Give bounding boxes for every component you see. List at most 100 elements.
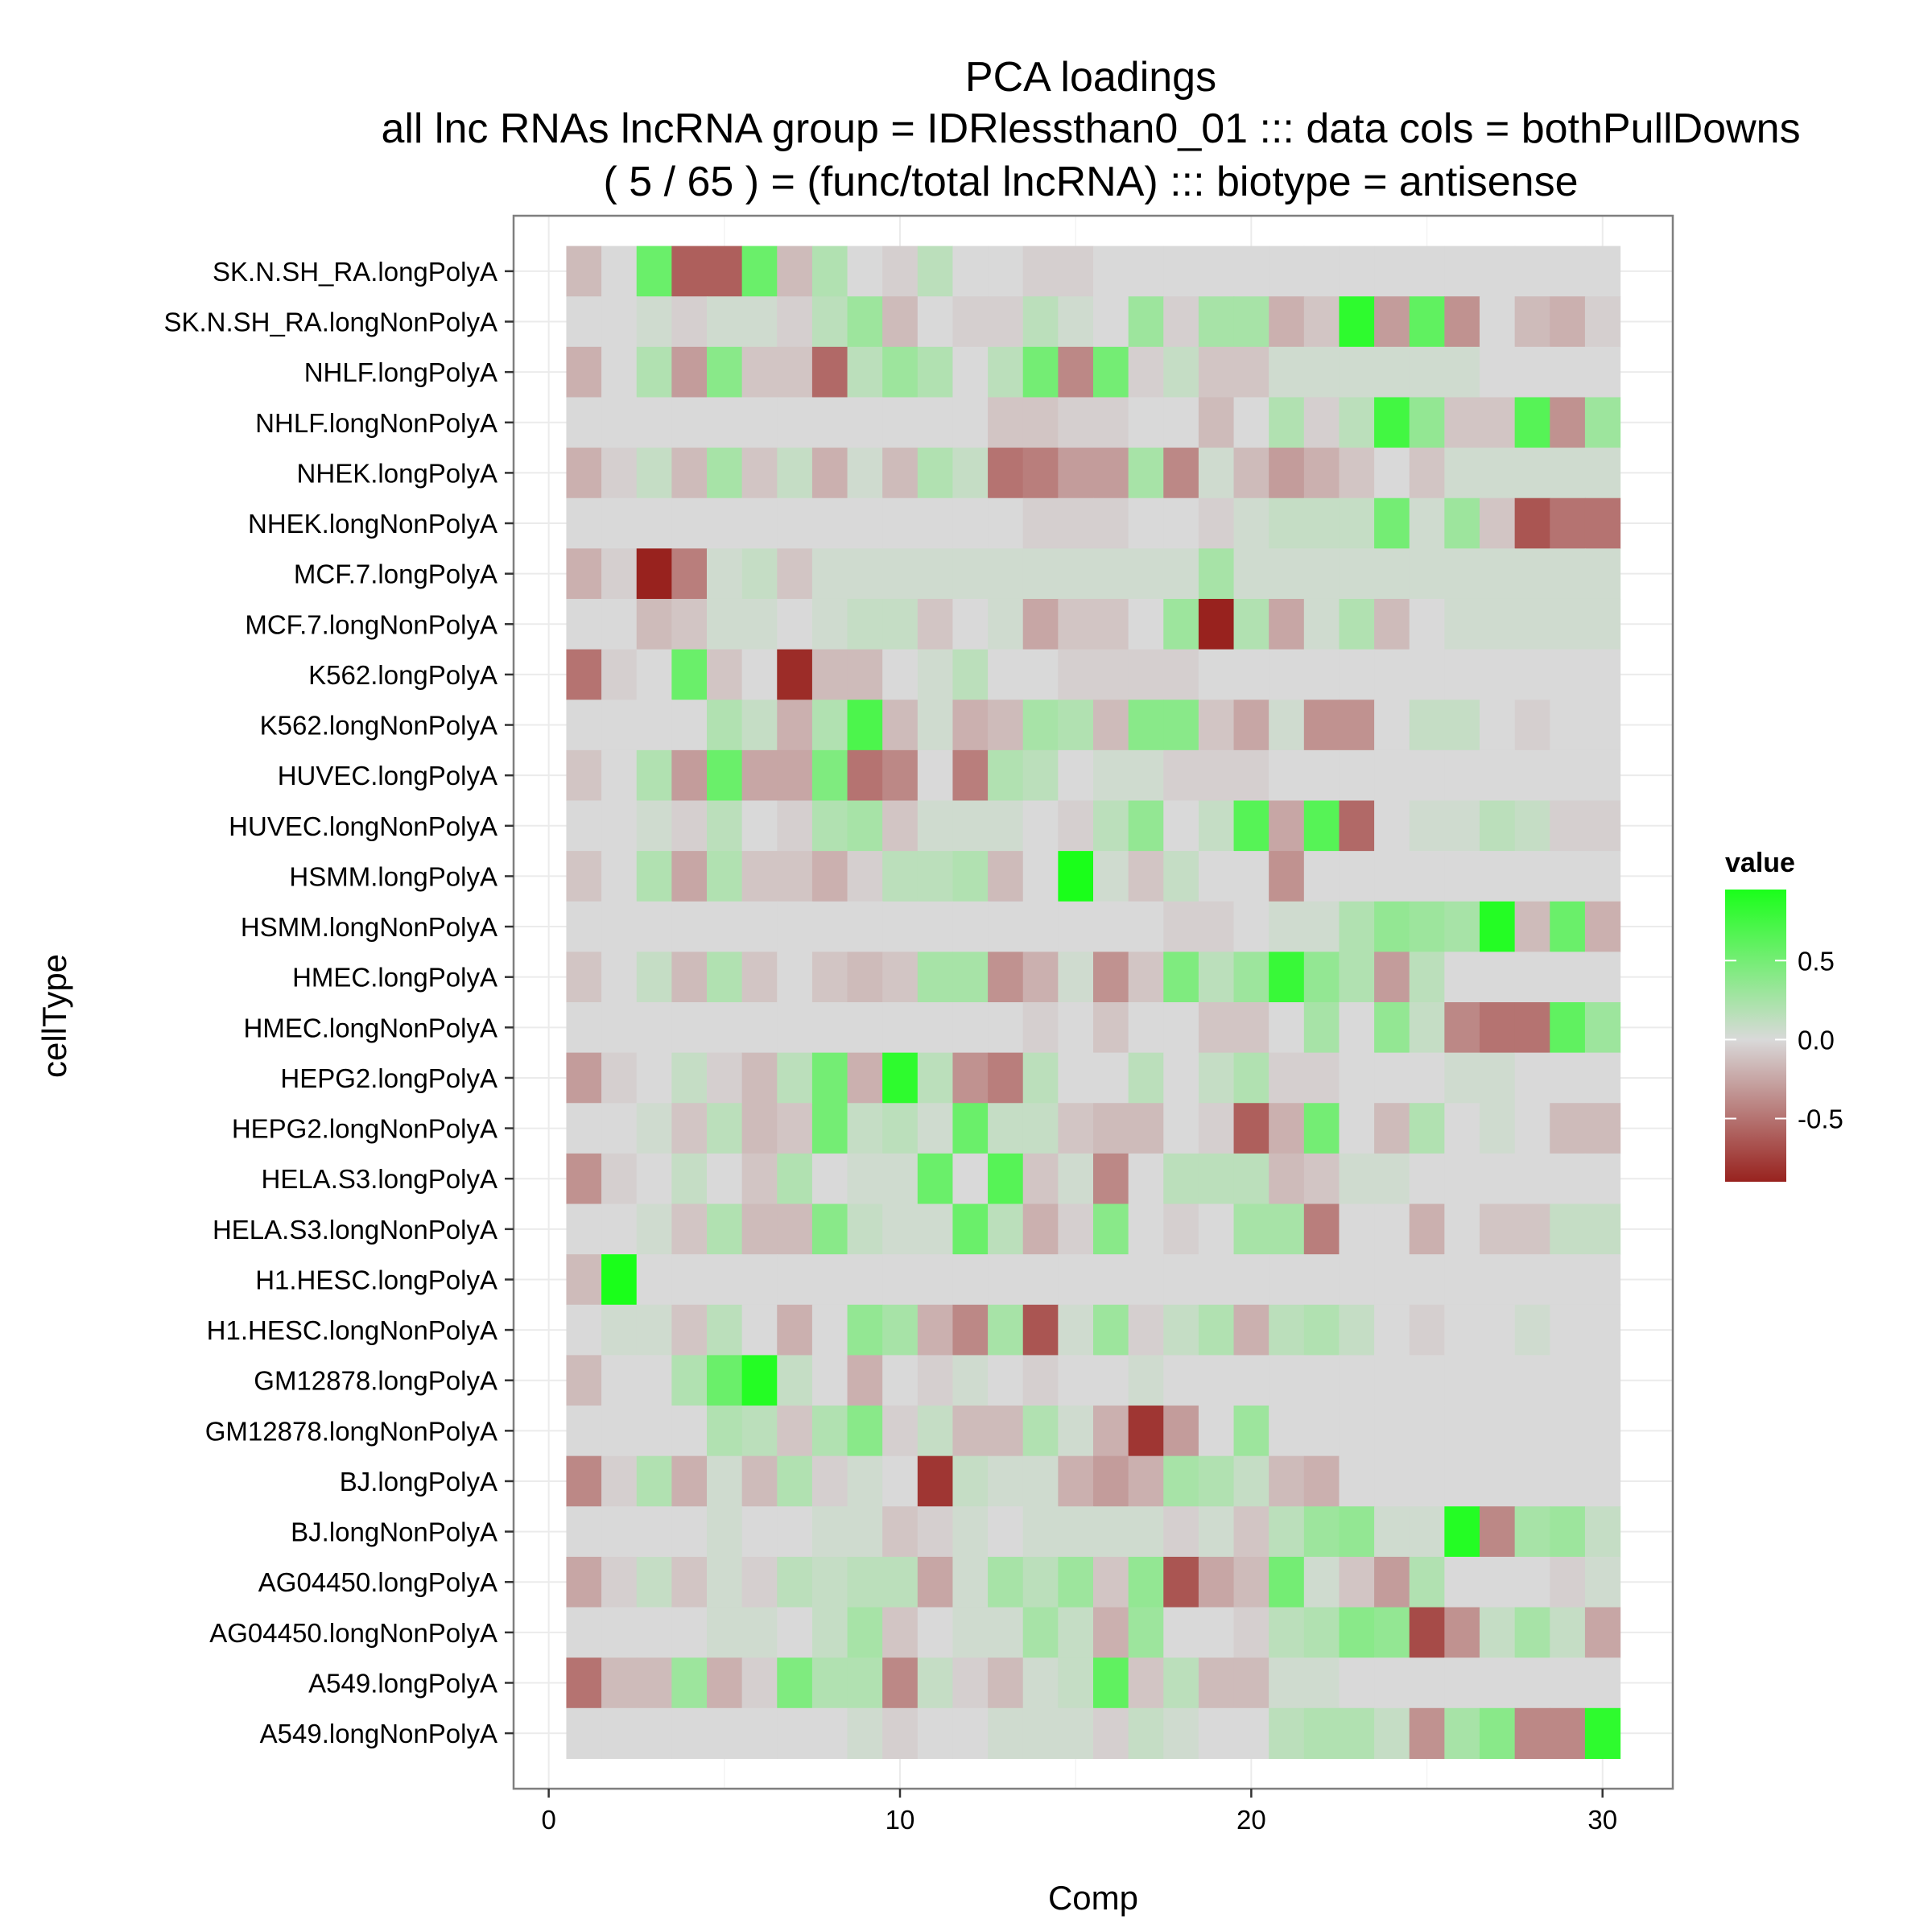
heatmap-cell bbox=[1584, 851, 1621, 902]
heatmap-cell bbox=[917, 397, 954, 448]
heatmap-cell bbox=[1584, 1254, 1621, 1306]
heatmap-cell bbox=[741, 346, 778, 398]
heatmap-cell bbox=[1409, 1506, 1445, 1558]
heatmap-cell bbox=[566, 1707, 602, 1760]
heatmap-cell bbox=[671, 1153, 708, 1205]
y-tick-label: K562.longPolyA bbox=[308, 660, 497, 690]
heatmap-cell bbox=[1409, 1153, 1445, 1205]
heatmap-cell bbox=[1093, 346, 1129, 398]
heatmap-cell bbox=[952, 1254, 989, 1306]
heatmap-cell bbox=[1058, 1455, 1094, 1507]
heatmap-cell bbox=[1480, 548, 1516, 600]
heatmap-cell bbox=[1198, 1607, 1235, 1658]
heatmap-cell bbox=[1480, 296, 1516, 348]
heatmap-cell bbox=[1128, 901, 1164, 952]
heatmap-cell bbox=[952, 497, 989, 549]
heatmap-cell bbox=[1269, 1052, 1305, 1104]
heatmap-cell bbox=[1303, 800, 1340, 852]
heatmap-cell bbox=[811, 1455, 848, 1507]
heatmap-cell bbox=[811, 1355, 848, 1406]
heatmap-cell bbox=[1233, 1103, 1269, 1154]
x-tick-label: 0 bbox=[541, 1805, 555, 1835]
heatmap-cell bbox=[636, 598, 672, 650]
heatmap-cell bbox=[566, 1153, 602, 1205]
heatmap-cell bbox=[636, 1556, 672, 1608]
heatmap-cell bbox=[1198, 1103, 1235, 1154]
heatmap-cell bbox=[1269, 851, 1305, 902]
heatmap-cell bbox=[811, 1052, 848, 1104]
heatmap-cell bbox=[707, 598, 743, 650]
heatmap-cell bbox=[741, 296, 778, 348]
heatmap-cell bbox=[1584, 1052, 1621, 1104]
heatmap-cell bbox=[1480, 1707, 1516, 1760]
heatmap-cell bbox=[1303, 397, 1340, 448]
heatmap-cell bbox=[811, 700, 848, 751]
heatmap-cell bbox=[1550, 1355, 1586, 1406]
heatmap-cell bbox=[671, 1304, 708, 1356]
heatmap-cell bbox=[917, 749, 954, 802]
heatmap-cell bbox=[1584, 346, 1621, 398]
heatmap-cell bbox=[1163, 952, 1199, 1003]
heatmap-cell bbox=[1058, 952, 1094, 1003]
heatmap-cell bbox=[1584, 296, 1621, 348]
heatmap-cell bbox=[1233, 497, 1269, 549]
heatmap-cell bbox=[741, 1002, 778, 1054]
heatmap-cell bbox=[601, 1607, 638, 1658]
heatmap-cell bbox=[988, 1607, 1024, 1658]
heatmap-cell bbox=[811, 749, 848, 802]
heatmap-cell bbox=[1198, 1657, 1235, 1709]
heatmap-cell bbox=[1514, 1455, 1550, 1507]
heatmap-cell bbox=[1480, 1203, 1516, 1255]
heatmap-cell bbox=[988, 598, 1024, 650]
heatmap-cell bbox=[1093, 246, 1129, 297]
heatmap-cell bbox=[1374, 1607, 1410, 1658]
heatmap-cell bbox=[671, 1406, 708, 1457]
heatmap-cell bbox=[1409, 1203, 1445, 1255]
heatmap-cell bbox=[671, 548, 708, 600]
heatmap-cell bbox=[1233, 1002, 1269, 1054]
heatmap-cell bbox=[1303, 952, 1340, 1003]
heatmap-cell bbox=[811, 497, 848, 549]
heatmap-cell bbox=[777, 851, 813, 902]
heatmap-cell bbox=[1233, 1607, 1269, 1658]
heatmap-cell bbox=[1584, 901, 1621, 952]
y-tick-label: NHLF.longPolyA bbox=[304, 357, 497, 387]
heatmap-cell bbox=[1058, 1002, 1094, 1054]
heatmap-cell bbox=[1444, 1506, 1480, 1558]
heatmap-cell bbox=[1058, 700, 1094, 751]
heatmap-cell bbox=[1444, 800, 1480, 852]
heatmap-cell bbox=[917, 1002, 954, 1054]
heatmap-cell bbox=[671, 1203, 708, 1255]
heatmap-cell bbox=[1093, 952, 1129, 1003]
heatmap-cell bbox=[847, 952, 883, 1003]
heatmap-cell bbox=[1339, 397, 1375, 448]
heatmap-cell bbox=[741, 1707, 778, 1760]
heatmap-cell bbox=[1514, 1556, 1550, 1608]
heatmap-cell bbox=[1022, 397, 1059, 448]
heatmap-cell bbox=[1339, 1103, 1375, 1154]
heatmap-cell bbox=[1163, 1506, 1199, 1558]
heatmap-cell bbox=[882, 1406, 919, 1457]
heatmap-cell bbox=[1339, 1203, 1375, 1255]
x-tick-label: 10 bbox=[886, 1805, 915, 1835]
heatmap-cell bbox=[1303, 1002, 1340, 1054]
heatmap-cell bbox=[1339, 1556, 1375, 1608]
heatmap-cell bbox=[1093, 1103, 1129, 1154]
heatmap-cell bbox=[601, 1506, 638, 1558]
heatmap-cell bbox=[601, 1153, 638, 1205]
heatmap-cell bbox=[1128, 1406, 1164, 1457]
heatmap-cell bbox=[1480, 749, 1516, 802]
heatmap-cell bbox=[882, 1002, 919, 1054]
heatmap-cell bbox=[1198, 598, 1235, 650]
heatmap-cell bbox=[777, 1002, 813, 1054]
heatmap-cell bbox=[1058, 1707, 1094, 1760]
heatmap-cell bbox=[1022, 598, 1059, 650]
heatmap-cell bbox=[1444, 1455, 1480, 1507]
heatmap-cell bbox=[1303, 548, 1340, 600]
heatmap-cell bbox=[1058, 448, 1094, 499]
heatmap-cell bbox=[1550, 1707, 1586, 1760]
heatmap-cell bbox=[636, 749, 672, 802]
heatmap-cell bbox=[741, 448, 778, 499]
heatmap-cell bbox=[707, 901, 743, 952]
heatmap-cell bbox=[1198, 1506, 1235, 1558]
